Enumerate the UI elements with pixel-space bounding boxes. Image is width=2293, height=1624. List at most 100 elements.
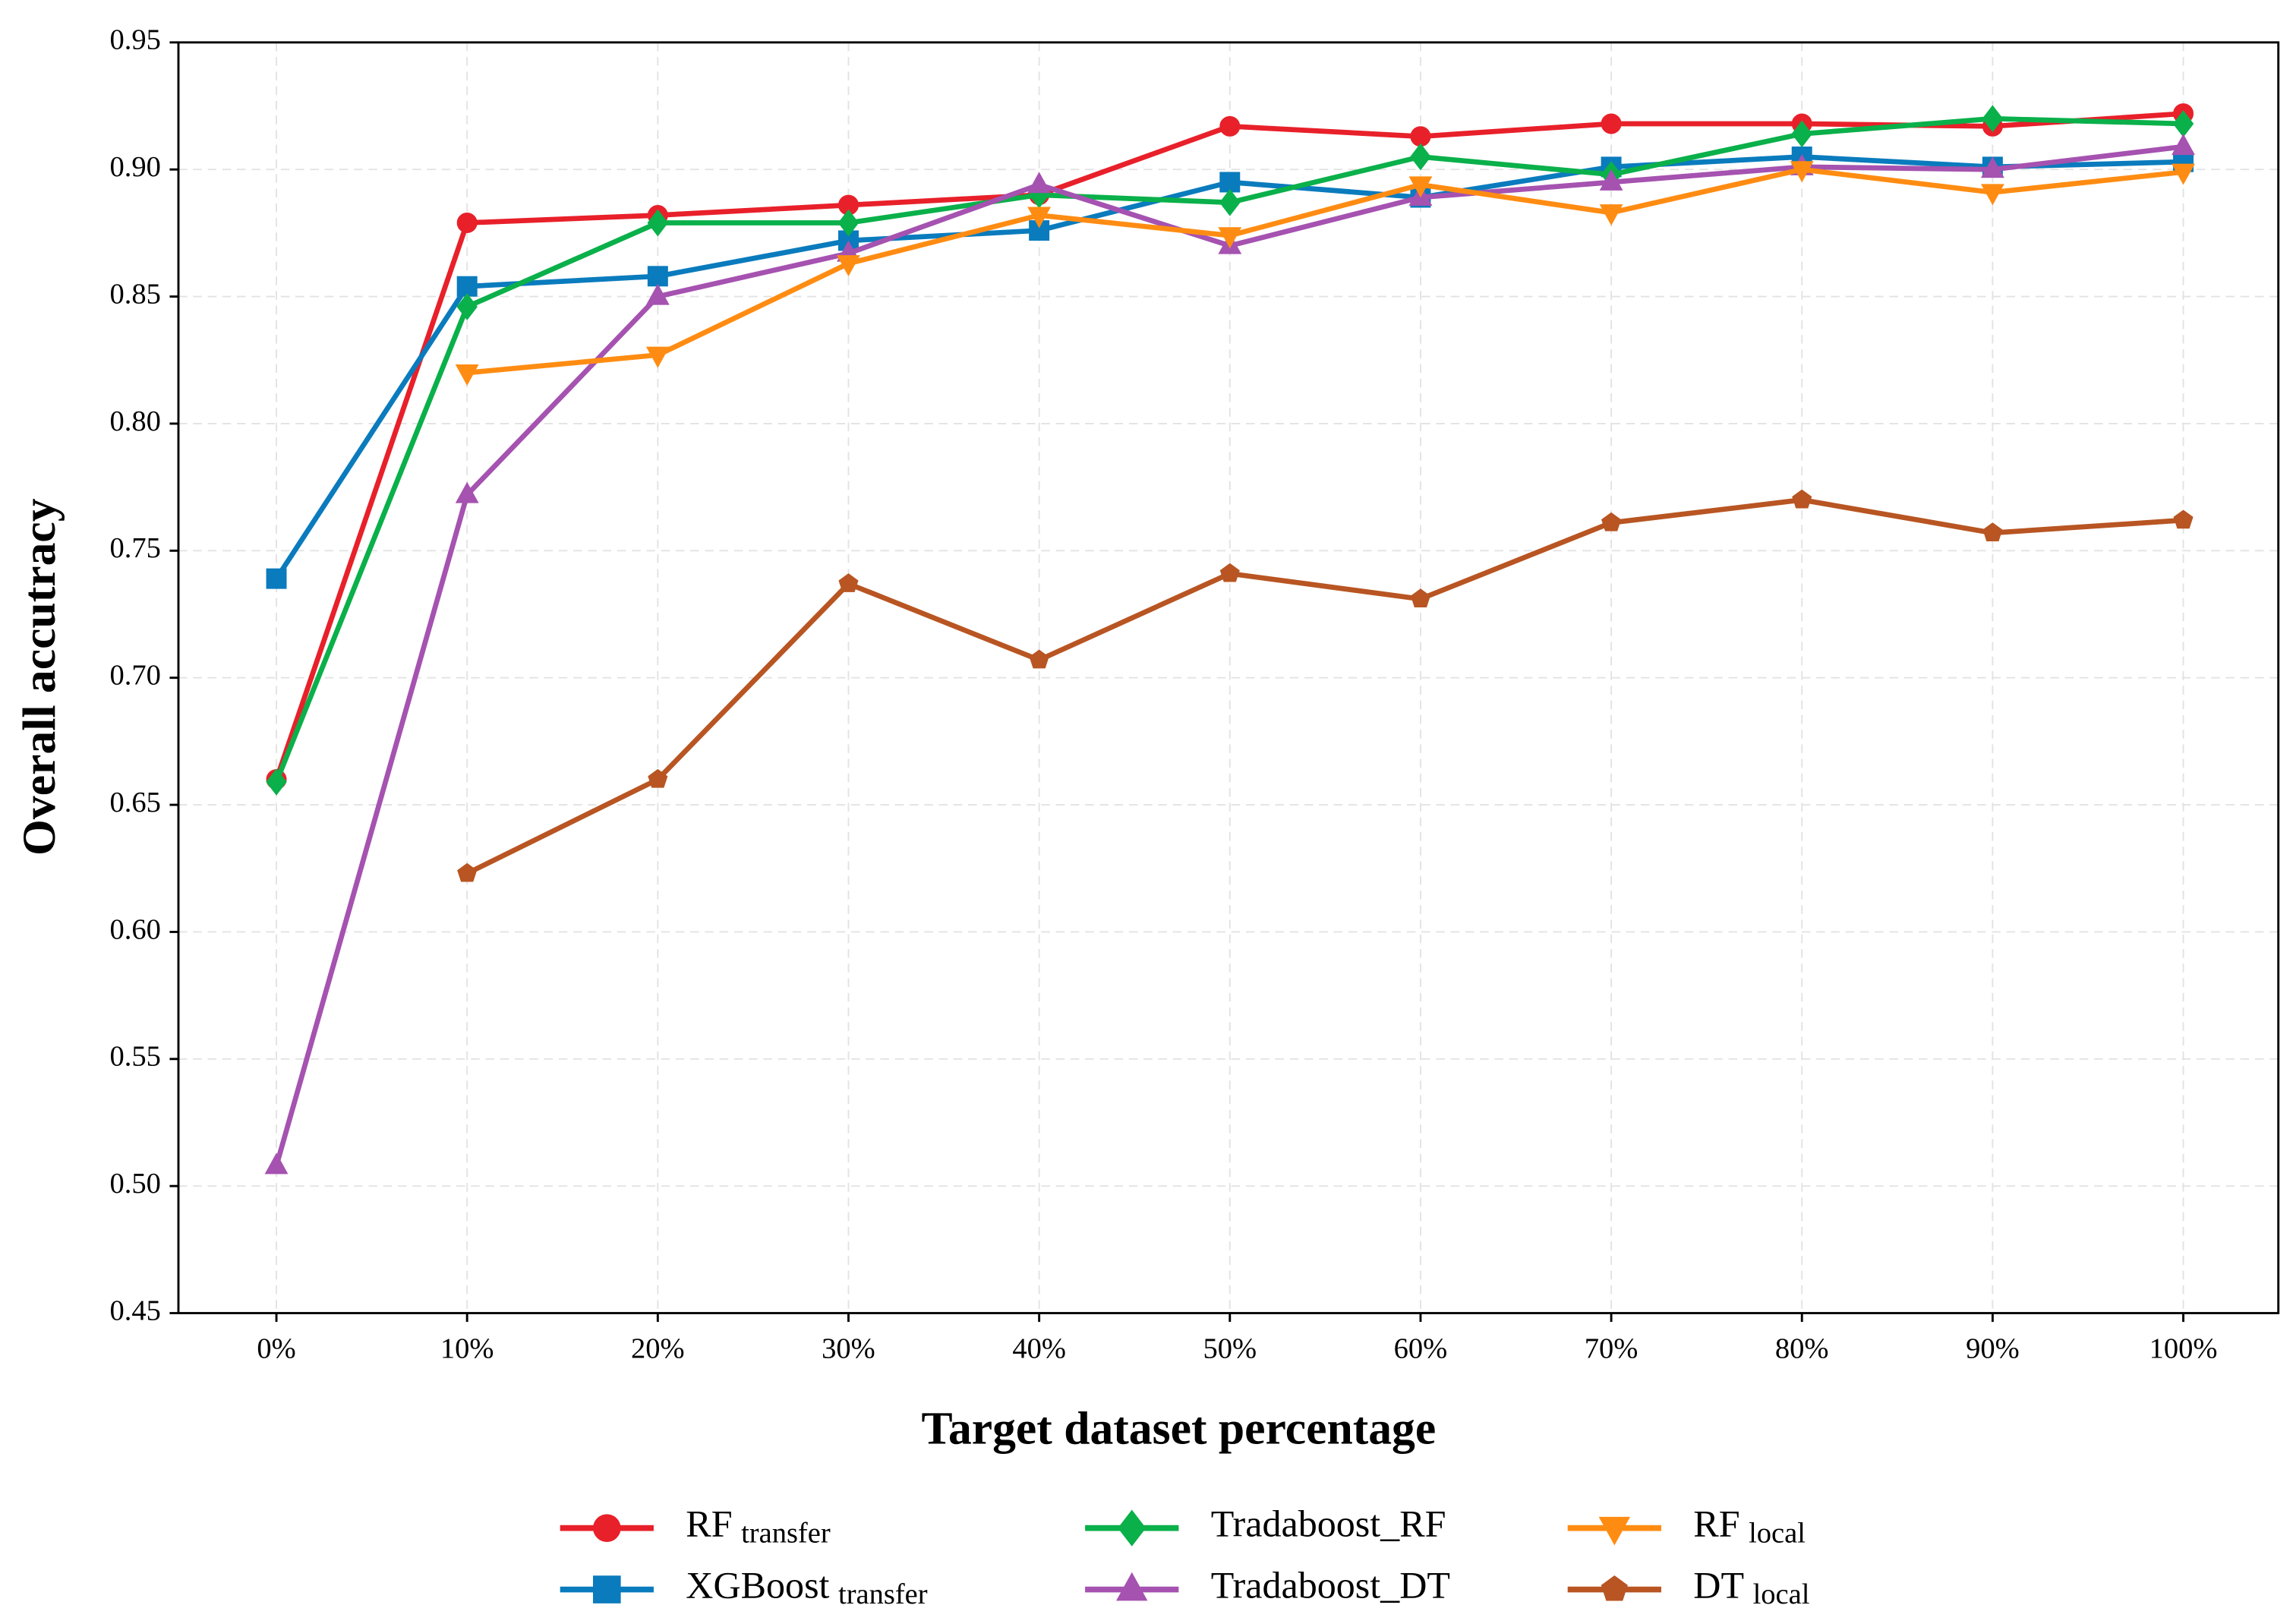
- legend-subscript: transfer: [741, 1517, 831, 1549]
- marker: [1980, 184, 2004, 206]
- marker: [1601, 1575, 1628, 1601]
- marker: [647, 266, 668, 287]
- marker: [1116, 1572, 1148, 1601]
- legend-name: RF: [1693, 1503, 1739, 1545]
- y-tick-label: 0.75: [110, 532, 161, 564]
- legend-item: Tradaboost_DT: [1085, 1564, 1450, 1607]
- marker: [1219, 563, 1240, 582]
- x-axis-title: Target dataset percentage: [922, 1403, 1437, 1455]
- marker: [266, 768, 287, 796]
- legend-name: RF: [686, 1503, 732, 1545]
- marker: [2173, 509, 2194, 529]
- marker: [1410, 143, 1431, 171]
- legend-label: XGBoost transfer: [686, 1564, 927, 1610]
- legend-subscript: local: [1749, 1517, 1806, 1549]
- marker: [455, 364, 479, 386]
- legend-item: Tradaboost_RF: [1085, 1503, 1446, 1547]
- legend-label: RF local: [1693, 1503, 1806, 1549]
- marker: [2172, 134, 2195, 156]
- x-tick-label: 70%: [1585, 1332, 1639, 1364]
- marker: [645, 283, 670, 305]
- y-tick-label: 0.65: [110, 787, 161, 818]
- y-tick-label: 0.45: [110, 1294, 161, 1326]
- y-tick-label: 0.55: [110, 1041, 161, 1073]
- marker: [1598, 1516, 1631, 1546]
- legend-item: RF local: [1567, 1503, 1806, 1549]
- series-line: [465, 497, 2184, 876]
- x-tick-label: 80%: [1775, 1332, 1829, 1364]
- x-tick-label: 30%: [822, 1332, 875, 1364]
- marker: [838, 573, 859, 592]
- y-tick-label: 0.85: [110, 278, 161, 310]
- x-tick-label: 90%: [1966, 1332, 2020, 1364]
- plot-frame: [177, 41, 2280, 1314]
- marker: [645, 346, 670, 368]
- marker: [1791, 120, 1812, 148]
- marker: [1219, 172, 1241, 193]
- marker: [266, 568, 287, 589]
- x-tick-label: 20%: [631, 1332, 685, 1364]
- marker: [1792, 489, 1812, 509]
- x-tick-label: 60%: [1394, 1332, 1448, 1364]
- marker: [1027, 172, 1052, 194]
- legend-subscript: local: [1753, 1578, 1810, 1610]
- marker: [1029, 649, 1049, 669]
- marker: [837, 209, 859, 237]
- x-tick-label: 10%: [440, 1332, 494, 1364]
- marker: [1601, 512, 1622, 531]
- x-tick-label: 100%: [2149, 1332, 2218, 1364]
- marker: [1218, 227, 1242, 249]
- marker: [1027, 207, 1052, 229]
- legend-label: DT local: [1693, 1564, 1809, 1610]
- marker: [456, 276, 478, 297]
- marker: [647, 209, 669, 237]
- legend-name: Tradaboost_DT: [1211, 1564, 1450, 1607]
- marker: [1118, 1509, 1146, 1547]
- x-tick-label: 40%: [1012, 1332, 1066, 1364]
- marker: [1982, 105, 2004, 133]
- legend-item: XGBoost transfer: [560, 1564, 928, 1610]
- marker: [1599, 169, 1623, 191]
- marker: [593, 1575, 621, 1604]
- legend-name: XGBoost: [686, 1564, 829, 1607]
- marker: [457, 862, 478, 882]
- y-tick-label: 0.90: [110, 151, 161, 183]
- marker: [1980, 156, 2004, 178]
- y-tick-label: 0.50: [110, 1168, 161, 1200]
- legend-label: RF transfer: [686, 1503, 831, 1549]
- legend-item: DT local: [1567, 1564, 1809, 1610]
- marker: [837, 255, 860, 277]
- marker: [264, 1153, 289, 1175]
- y-tick-label: 0.80: [110, 405, 161, 437]
- legend-item: RF transfer: [560, 1503, 831, 1549]
- legend-name: DT: [1693, 1564, 1744, 1607]
- marker: [1408, 176, 1433, 198]
- marker: [1219, 188, 1241, 216]
- marker: [648, 768, 668, 788]
- marker: [2172, 163, 2195, 185]
- x-tick-label: 50%: [1203, 1332, 1257, 1364]
- marker: [1982, 522, 2003, 541]
- marker: [1410, 126, 1431, 147]
- legend-subscript: transfer: [838, 1578, 928, 1610]
- y-tick-label: 0.95: [110, 24, 161, 56]
- marker: [456, 213, 478, 233]
- marker: [1410, 588, 1430, 608]
- marker: [1219, 115, 1241, 137]
- marker: [456, 293, 478, 320]
- y-tick-label: 0.60: [110, 913, 161, 945]
- y-tick-label: 0.70: [110, 660, 161, 692]
- legend-label: Tradaboost_RF: [1211, 1503, 1446, 1545]
- marker: [1790, 161, 1814, 183]
- marker: [593, 1514, 621, 1542]
- marker: [1599, 204, 1623, 226]
- x-tick-label: 0%: [257, 1332, 295, 1364]
- legend-name: Tradaboost_RF: [1211, 1503, 1446, 1545]
- marker: [455, 481, 479, 503]
- marker: [1601, 113, 1622, 134]
- y-axis-title: Overall accutracy: [14, 498, 65, 856]
- legend-label: Tradaboost_DT: [1211, 1564, 1450, 1607]
- series-line: [466, 166, 2184, 376]
